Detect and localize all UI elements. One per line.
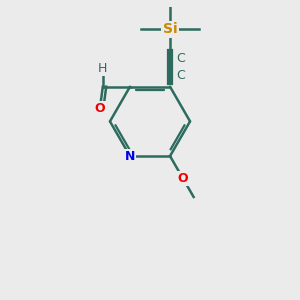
Text: O: O bbox=[94, 102, 105, 115]
Text: H: H bbox=[98, 61, 107, 75]
Text: C: C bbox=[176, 69, 185, 82]
Text: C: C bbox=[176, 52, 185, 64]
Text: N: N bbox=[125, 150, 135, 163]
Text: O: O bbox=[178, 172, 188, 185]
Text: Si: Si bbox=[163, 22, 177, 37]
